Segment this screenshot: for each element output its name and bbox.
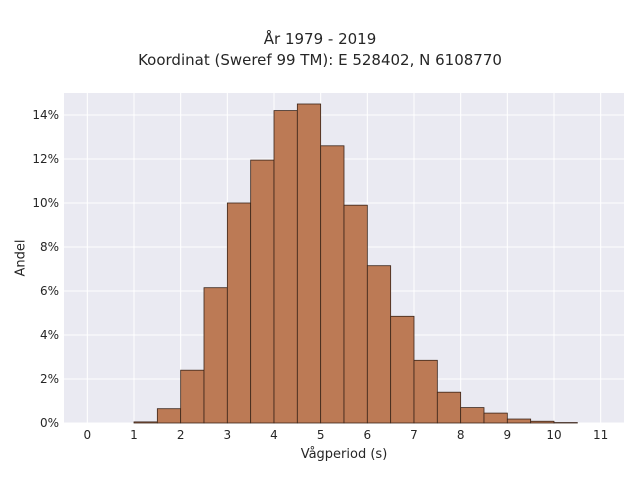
y-tick-label: 2% (40, 372, 59, 386)
chart-title: År 1979 - 2019 (263, 30, 377, 48)
histogram-bar (530, 420, 555, 424)
x-tick-label: 3 (224, 428, 232, 442)
chart-subtitle: Koordinat (Sweref 99 TM): E 528402, N 61… (138, 51, 502, 69)
x-tick-label: 1 (130, 428, 138, 442)
x-tick-label: 7 (410, 428, 418, 442)
y-tick-label: 10% (32, 196, 59, 210)
x-tick-label: 10 (546, 428, 561, 442)
x-tick-label: 2 (177, 428, 185, 442)
y-axis-ticks: 0% 2% 4% 6% 8% 10% 12% 14% (32, 108, 59, 430)
y-tick-label: 4% (40, 328, 59, 342)
histogram-bar (296, 103, 322, 424)
histogram-bar (506, 418, 532, 424)
histogram-bar (366, 265, 392, 424)
y-tick-label: 14% (32, 108, 59, 122)
x-tick-label: 4 (270, 428, 278, 442)
histogram-bar (343, 204, 368, 424)
x-tick-label: 5 (317, 428, 325, 442)
histogram-bar (390, 315, 415, 424)
histogram-bar (250, 159, 275, 424)
histogram-bar (483, 412, 508, 424)
y-tick-label: 12% (32, 152, 59, 166)
x-tick-label: 0 (84, 428, 92, 442)
histogram-bar (203, 287, 228, 424)
histogram-bar (226, 202, 252, 424)
histogram-bar (180, 369, 205, 424)
histogram-bar (460, 407, 485, 424)
y-tick-label: 0% (40, 416, 59, 430)
histogram-bar (413, 359, 438, 424)
y-tick-label: 6% (40, 284, 59, 298)
x-tick-label: 8 (457, 428, 465, 442)
histogram-bar (156, 408, 182, 424)
x-tick-label: 11 (593, 428, 608, 442)
y-axis-label: Andel (13, 239, 29, 277)
x-axis-label: Vågperiod (s) (300, 447, 388, 462)
histogram-bars (133, 103, 578, 424)
histogram-bar (320, 145, 345, 424)
histogram-bar (273, 110, 298, 424)
x-tick-label: 6 (364, 428, 372, 442)
y-tick-label: 8% (40, 240, 59, 254)
x-tick-label: 9 (504, 428, 512, 442)
x-axis-ticks: 0 1 2 3 4 5 6 7 8 9 10 11 (84, 428, 609, 442)
histogram-bar (133, 421, 158, 424)
histogram-bar (436, 391, 462, 424)
